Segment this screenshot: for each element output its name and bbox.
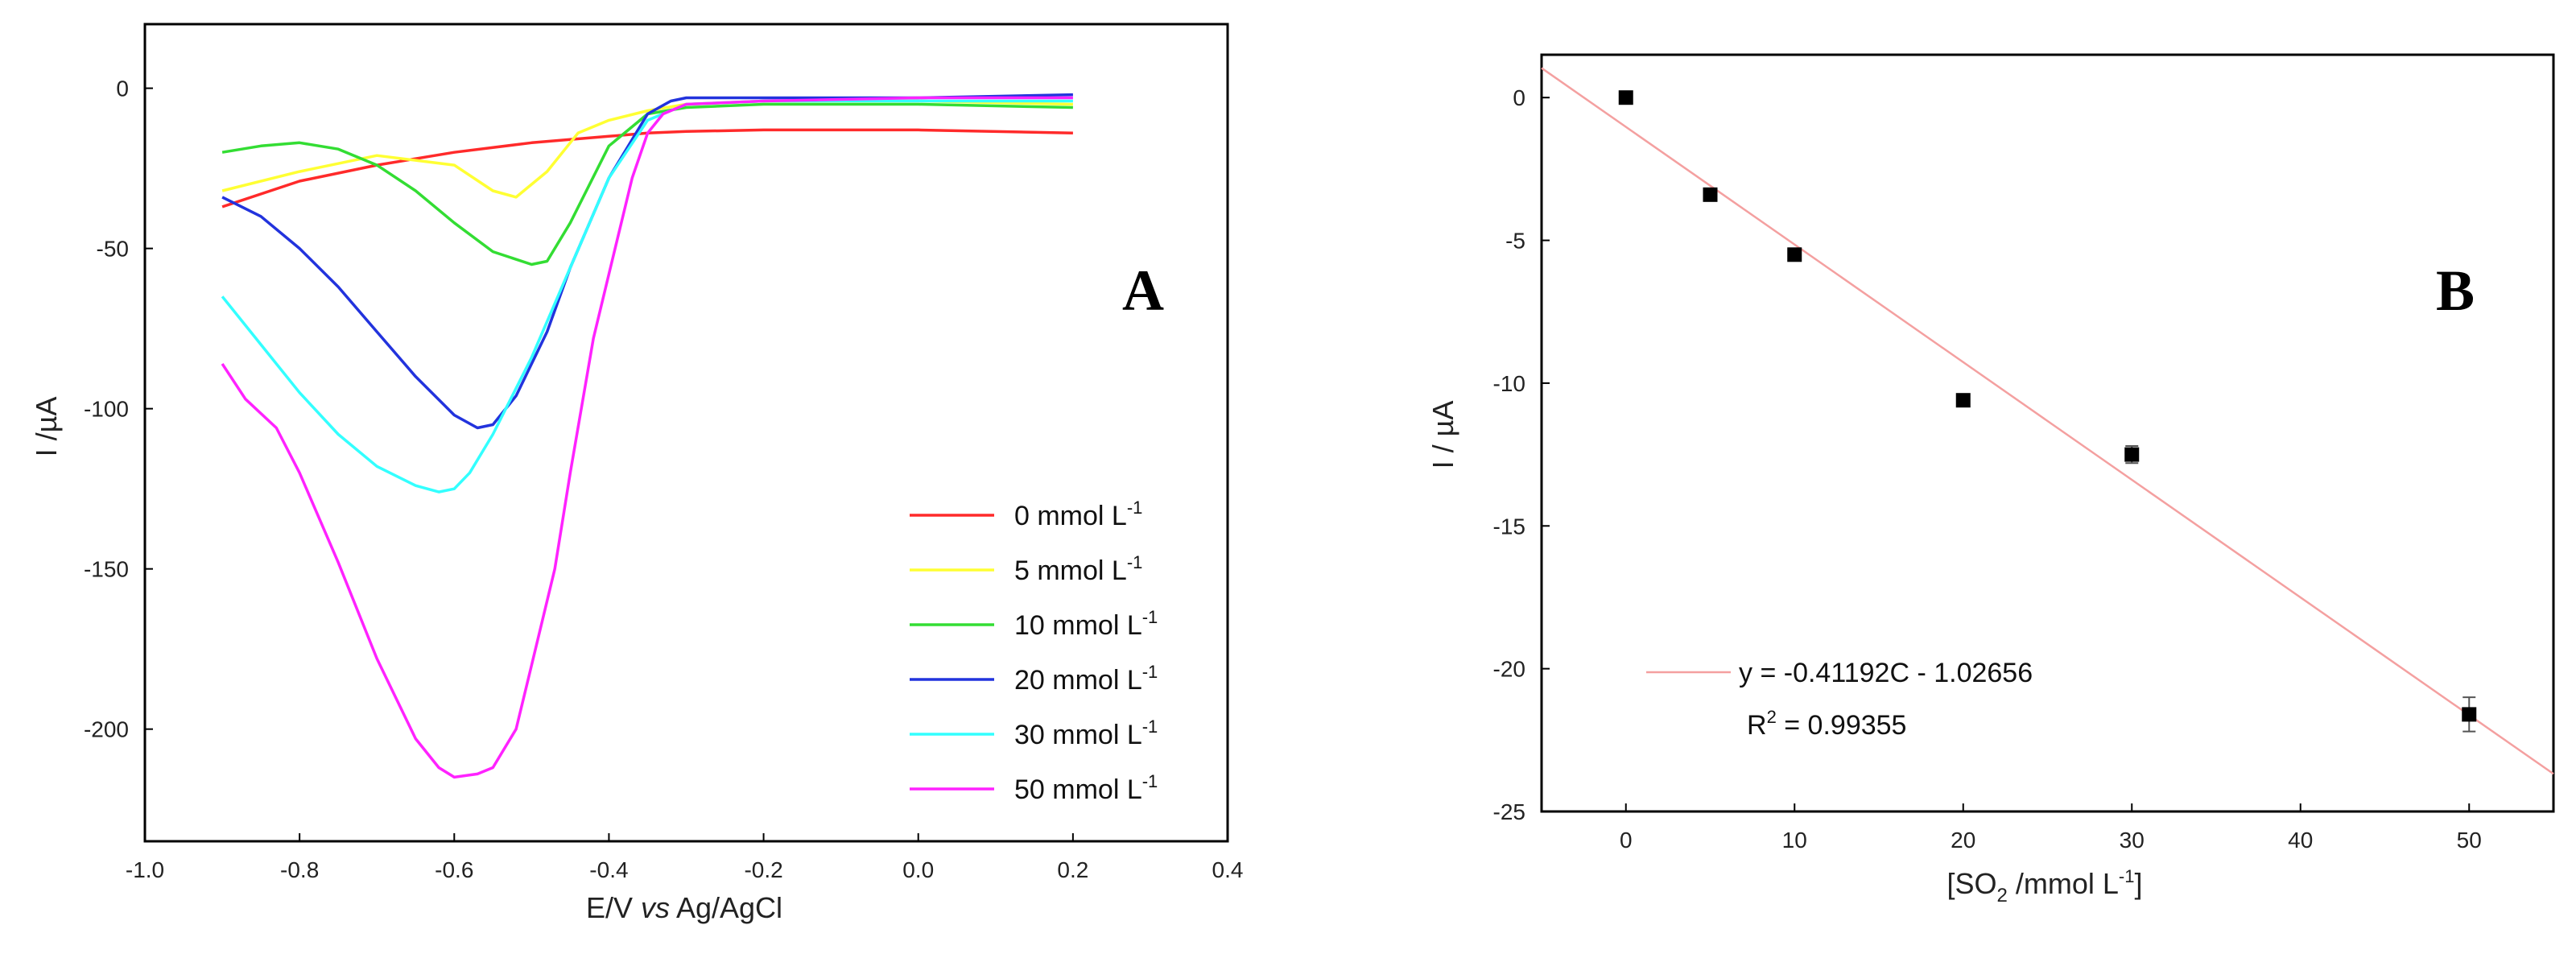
x-tick-label-b: 30 bbox=[2120, 828, 2145, 853]
series-line-10-mmol bbox=[221, 102, 1073, 266]
y-ticks-b: 0 -5 -10 -15 -20 -25 bbox=[1493, 85, 1550, 824]
x-tick-label-a: -0.4 bbox=[589, 857, 628, 882]
chart-a: -1.0 -0.8 -0.6 -0.4 -0.2 0.0 0.2 0.4 0 -50 -100 -1… bbox=[30, 23, 1244, 924]
x-tick-label-b: 40 bbox=[2288, 828, 2313, 853]
series-line-50-mmol bbox=[221, 96, 1073, 779]
x-axis-label-b: [SO2 /mmol L-1] bbox=[1947, 866, 2143, 906]
y-tick-label-b: -25 bbox=[1493, 799, 1525, 824]
x-tick-label-a: -0.8 bbox=[280, 857, 319, 882]
data-point bbox=[1955, 393, 1971, 408]
x-tick-label-b: 10 bbox=[1782, 828, 1807, 853]
x-tick-label-a: 0.2 bbox=[1057, 857, 1088, 882]
x-tick-label-a: -0.2 bbox=[744, 857, 782, 882]
legend-label: 10 mmol L-1 bbox=[1014, 607, 1158, 641]
legend-label: 20 mmol L-1 bbox=[1014, 662, 1158, 696]
x-tick-label-a: 0.0 bbox=[902, 857, 934, 882]
panel-label-b: B bbox=[2436, 258, 2475, 323]
y-tick-label-b: -20 bbox=[1493, 657, 1525, 682]
x-tick-label-a: 0.4 bbox=[1212, 857, 1244, 882]
chart-b: 0 10 20 30 40 50 0 -5 -10 -15 -20 -25 B y = -0.411… bbox=[1426, 53, 2555, 906]
x-tick-label-a: -1.0 bbox=[126, 857, 164, 882]
y-tick-label-b: -15 bbox=[1493, 514, 1525, 539]
data-points-b bbox=[1618, 90, 2477, 733]
legend-label: 0 mmol L-1 bbox=[1014, 498, 1142, 531]
x-ticks-b: 0 10 20 30 40 50 bbox=[1620, 803, 2482, 853]
data-point bbox=[2462, 707, 2477, 722]
r-squared: R2 = 0.99355 bbox=[1747, 707, 1906, 741]
series-line-0-mmol bbox=[221, 128, 1073, 209]
y-tick-label-b: -5 bbox=[1505, 229, 1525, 254]
x-tick-label-a: -0.6 bbox=[435, 857, 473, 882]
y-tick-label-a: 0 bbox=[116, 76, 129, 101]
x-tick-label-b: 50 bbox=[2457, 828, 2482, 853]
fit-line bbox=[1541, 67, 2554, 775]
y-tick-label-b: -10 bbox=[1493, 371, 1525, 396]
legend-label: 30 mmol L-1 bbox=[1014, 716, 1158, 750]
legend-label: 5 mmol L-1 bbox=[1014, 552, 1142, 586]
plot-area-a bbox=[143, 23, 1229, 843]
y-axis-label-a: I /µA bbox=[30, 397, 63, 457]
y-tick-label-a: -100 bbox=[84, 397, 129, 422]
x-ticks-a: -1.0 -0.8 -0.6 -0.4 -0.2 0.0 0.2 0.4 bbox=[126, 833, 1244, 882]
y-tick-label-a: -150 bbox=[84, 557, 129, 582]
fit-equation: y = -0.41192C - 1.02656 bbox=[1739, 658, 2033, 688]
y-ticks-a: 0 -50 -100 -150 -200 bbox=[84, 76, 153, 742]
y-tick-label-b: 0 bbox=[1513, 85, 1525, 110]
data-point bbox=[2124, 447, 2140, 462]
y-axis-label-b: I / µA bbox=[1426, 401, 1459, 469]
x-tick-label-b: 0 bbox=[1620, 828, 1633, 853]
data-point bbox=[1703, 187, 1718, 202]
data-point bbox=[1618, 90, 1633, 105]
legend-a: 0 mmol L-1 5 mmol L-1 10 mmol L-1 20 mmol L… bbox=[910, 498, 1158, 805]
y-tick-label-a: -200 bbox=[84, 717, 129, 742]
data-point bbox=[1787, 247, 1802, 262]
series-line-20-mmol bbox=[221, 93, 1073, 430]
panel-label-a: A bbox=[1122, 258, 1164, 323]
y-tick-label-a: -50 bbox=[97, 237, 129, 262]
x-axis-label-a: E/V vs Ag/AgCl bbox=[586, 891, 782, 924]
legend-label: 50 mmol L-1 bbox=[1014, 771, 1158, 805]
plot-area-b bbox=[1540, 53, 2555, 813]
x-tick-label-b: 20 bbox=[1951, 828, 1975, 853]
series-group-a bbox=[221, 93, 1073, 779]
